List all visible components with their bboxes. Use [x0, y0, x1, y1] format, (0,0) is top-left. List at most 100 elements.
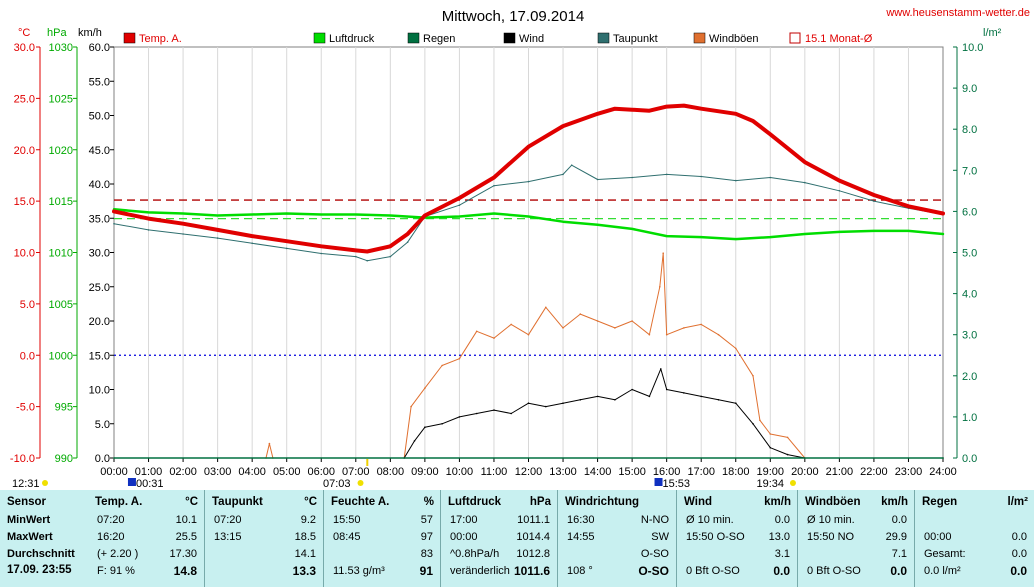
- temperature-data-point: [735, 113, 737, 115]
- temperature-data-point: [493, 176, 495, 179]
- rain-axis-tick-label: 8.0: [962, 124, 977, 136]
- stats-wind-min-value: 0.0: [774, 514, 790, 526]
- pressure-data-point: [320, 213, 323, 216]
- time-label-sunset: 19:34: [756, 478, 784, 490]
- gust-data-point: [493, 337, 495, 339]
- gust-data-point: [665, 333, 668, 336]
- stats-humidity-current-value: 91: [419, 564, 433, 578]
- gust-data-point: [579, 313, 582, 315]
- stats-unit-dew: °C: [304, 496, 317, 508]
- temp-axis-tick-label: 15.0: [14, 196, 35, 208]
- x-tick-label: 00:00: [100, 466, 128, 478]
- legend-label-15-1-monat: 15.1 Monat-Ø: [805, 33, 873, 45]
- stats-table: Sensor MinWert MaxWert Durchschnitt 17.0…: [0, 490, 1034, 587]
- x-tick-label: 21:00: [826, 466, 854, 478]
- stats-dew-max-time: 13:15: [214, 531, 242, 543]
- pressure-data-point: [251, 213, 253, 216]
- stats-winddir-max-value: SW: [651, 531, 669, 543]
- temperature-data-point: [113, 210, 115, 213]
- temp-unit: °C: [18, 27, 30, 39]
- stats-temp-max-time: 16:20: [97, 531, 125, 543]
- x-tick-label: 13:00: [549, 466, 577, 478]
- dewpoint-data-point: [320, 252, 323, 255]
- stats-temp-current-note: F: 91 %: [97, 565, 135, 577]
- temperature-data-point: [700, 107, 702, 110]
- dewpoint-data-point: [562, 173, 564, 176]
- x-tick-label: 17:00: [687, 466, 715, 478]
- stats-col-sensor: Sensor MinWert MaxWert Durchschnitt 17.0…: [0, 490, 88, 587]
- legend-swatch-regen: [407, 32, 420, 44]
- pressure-axis-tick-label: 1025: [49, 93, 73, 105]
- row-label-avg: Durchschnitt: [7, 548, 75, 560]
- stats-wind-current-note: 0 Bft O-SO: [686, 565, 740, 577]
- temperature-data-point: [389, 245, 392, 248]
- gust-data-point: [545, 306, 547, 309]
- x-tick-label: 01:00: [135, 466, 163, 478]
- wind-data-point: [665, 388, 668, 391]
- wind-axis-tick-label: 40.0: [89, 179, 110, 191]
- legend-swatch-blank: [217, 32, 229, 44]
- pressure-axis-tick-label: 1005: [49, 299, 73, 311]
- gust-data-point: [659, 286, 661, 288]
- wind-data-point: [717, 399, 720, 401]
- stats-pressure-min-value: 1011.1: [517, 514, 550, 526]
- stats-col-gust: Windböen km/h Ø 10 min. 0.0 15:50 NO 29.9 7.1 0…: [797, 490, 914, 587]
- rain-data-point: [942, 457, 944, 459]
- wind-data-point: [596, 395, 599, 398]
- dewpoint-data-point: [665, 173, 668, 176]
- legend-swatch-wind: [503, 32, 516, 44]
- dewpoint-data-point: [596, 178, 599, 181]
- pressure-data-point: [942, 233, 944, 235]
- wind-data-point: [475, 412, 478, 415]
- wind-axis-tick-label: 35.0: [89, 213, 110, 225]
- dewpoint-data-point: [493, 184, 495, 187]
- dewpoint-data-point: [216, 237, 219, 239]
- dewpoint-data-point: [366, 259, 369, 262]
- temp-axis-tick-label: -5.0: [16, 402, 35, 414]
- wind-data-point: [614, 399, 616, 401]
- temperature-data-point: [458, 197, 461, 199]
- stats-unit-temp: °C: [185, 496, 198, 508]
- pressure-data-point: [631, 228, 633, 230]
- x-tick-label: 10:00: [446, 466, 474, 478]
- wind-data-point: [752, 423, 754, 425]
- stats-temp-max-value: 25.5: [175, 531, 197, 543]
- wind-data-point: [648, 395, 651, 398]
- wind-data-point: [700, 395, 702, 398]
- stats-gust-min-time: Ø 10 min.: [807, 514, 855, 526]
- temperature-data-point: [752, 120, 754, 122]
- stats-humidity-min-time: 15:50: [333, 514, 361, 526]
- website-link[interactable]: www.heusenstamm-wetter.de: [885, 7, 1030, 19]
- stats-unit-pressure: hPa: [529, 496, 551, 508]
- temperature-data-point: [562, 125, 564, 127]
- gust-data-point: [614, 327, 616, 329]
- dewpoint-data-point: [389, 255, 392, 258]
- gust-data-point: [410, 405, 412, 408]
- stats-header-winddir: Windrichtung: [565, 496, 639, 508]
- dewpoint-data-point: [570, 164, 573, 166]
- stats-winddir-min-time: 16:30: [567, 514, 595, 526]
- wind-data-point: [493, 409, 495, 411]
- wind-data-point: [579, 399, 582, 401]
- pressure-axis-tick-label: 1015: [49, 196, 73, 208]
- gust-max-marker-icon: [654, 478, 663, 486]
- legend-swatch-luftdruck: [313, 32, 326, 44]
- rain-axis-tick-label: 9.0: [962, 83, 977, 95]
- x-tick-label: 02:00: [169, 466, 197, 478]
- stats-gust-max-time: 15:50 NO: [807, 531, 855, 543]
- legend-label-temp-a: Temp. A.: [139, 33, 182, 45]
- wind-axis-tick-label: 25.0: [89, 282, 110, 294]
- stats-pressure-avg-time: ^0.8hPa/h: [450, 548, 500, 560]
- gust-data-point: [441, 364, 443, 367]
- row-label-max: MaxWert: [7, 531, 53, 543]
- stats-gust-max-value: 29.9: [885, 531, 907, 543]
- stats-col-pressure: Luftdruck hPa 17:00 1011.1 00:00 1014.4 ^0.8hP…: [440, 490, 557, 587]
- dewpoint-data-point: [873, 200, 875, 202]
- wind-data-point: [562, 402, 564, 405]
- stats-pressure-current-note: veränderlich: [450, 565, 510, 577]
- wind-data-point: [769, 446, 772, 449]
- rain-axis-tick-label: 4.0: [962, 289, 977, 301]
- time-label-wind-min: 00:31: [136, 478, 164, 490]
- stats-pressure-max-time: 00:00: [450, 531, 478, 543]
- stats-col-humidity: Feuchte A.% 15:50 57 08:45 97 83 11.53 g/m³ 91: [323, 490, 440, 587]
